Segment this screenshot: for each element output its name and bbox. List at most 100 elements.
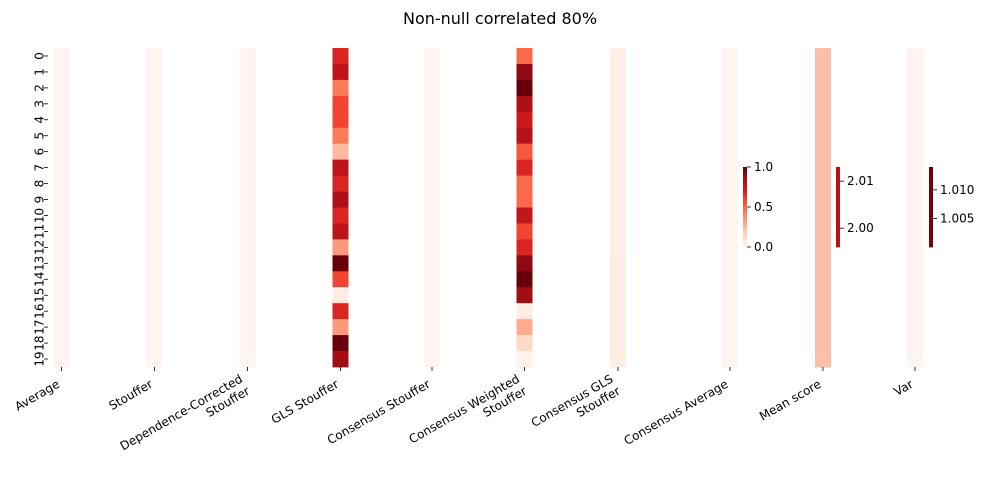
heatmap-cell (424, 159, 440, 176)
colorbar-segment (743, 177, 747, 180)
heatmap-cell (815, 79, 831, 97)
heatmap-cell (907, 127, 923, 145)
colorbar-segment (929, 243, 933, 246)
colorbar-segment (743, 189, 747, 192)
colorbar-segment (929, 189, 933, 192)
heatmap-cell (722, 159, 738, 176)
column-label: Var (892, 377, 916, 399)
colorbar-segment (929, 225, 933, 228)
heatmap-cell (610, 319, 626, 336)
heatmap-cell (332, 271, 349, 288)
row-tick-label: 1 (33, 68, 47, 76)
heatmap-cell (332, 48, 349, 65)
heatmap-cell (610, 271, 626, 288)
row-tick-label: 10 (33, 208, 47, 223)
heatmap-cell (815, 143, 831, 161)
colorbar-segment (743, 209, 747, 212)
heatmap-cell (722, 303, 738, 320)
row-tick-label: 8 (33, 180, 47, 188)
row-tick-label: 14 (33, 272, 47, 287)
colorbar-segment (743, 169, 747, 172)
colorbar-segment (743, 243, 747, 246)
heatmap-cell (239, 143, 256, 161)
heatmap-cell (424, 127, 440, 145)
colorbar-segment (836, 177, 840, 180)
heatmap-cell (815, 111, 831, 129)
heatmap-cell (907, 335, 923, 352)
colorbar-segment (836, 215, 840, 218)
heatmap-cell (332, 335, 349, 352)
heatmap-cell (239, 95, 256, 113)
colorbar-segment (836, 199, 840, 202)
heatmap-cell (332, 207, 349, 224)
heatmap-cell (907, 111, 923, 129)
heatmap-cell (516, 175, 533, 192)
heatmap-cell (815, 191, 831, 208)
colorbar-segment (929, 197, 933, 200)
heatmap-cell (424, 287, 440, 304)
heatmap-cell (516, 159, 533, 176)
colorbar-segment (929, 171, 933, 174)
colorbar-segment (929, 207, 933, 210)
colorbar-segment (836, 225, 840, 228)
heatmap-cell (53, 271, 70, 288)
colorbar-segment (743, 195, 747, 198)
colorbar-segment (836, 201, 840, 204)
heatmap-cell (815, 95, 831, 113)
heatmap-cell (332, 191, 349, 208)
heatmap-cell (146, 79, 163, 97)
heatmap-cell (146, 335, 163, 352)
heatmap-cell (146, 271, 163, 288)
colorbar-segment (743, 227, 747, 230)
heatmap-cell (610, 287, 626, 304)
heatmap-cell (239, 63, 256, 81)
row-tick-label: 3 (33, 100, 47, 108)
heatmap-cell (516, 223, 533, 240)
heatmap-cell (332, 287, 349, 304)
heatmap-cell (610, 191, 626, 208)
colorbar-segment (743, 219, 747, 222)
heatmap-cell (907, 143, 923, 161)
colorbar-segment (836, 235, 840, 238)
row-tick-label: 18 (33, 335, 47, 350)
colorbar-segment (743, 175, 747, 178)
heatmap-cell (815, 63, 831, 81)
colorbar-segment (836, 207, 840, 210)
heatmap-cell (53, 239, 70, 256)
colorbar-segment (836, 221, 840, 224)
heatmap-cell (146, 287, 163, 304)
heatmap-cell (907, 175, 923, 192)
row-tick-label: 13 (33, 256, 47, 271)
colorbar-segment (743, 171, 747, 174)
heatmap-cell (722, 271, 738, 288)
colorbar-segment (836, 167, 840, 170)
heatmap-cell (53, 287, 70, 304)
colorbar-segment (743, 215, 747, 218)
heatmap-cell (239, 207, 256, 224)
colorbar-segment (836, 169, 840, 172)
heatmap-cell (722, 111, 738, 129)
colorbar-segment (929, 167, 933, 170)
heatmap-cell (516, 271, 533, 288)
colorbar-segment (836, 239, 840, 242)
heatmap-cell (424, 255, 440, 272)
colorbar-segment (836, 211, 840, 214)
heatmap-cell (332, 303, 349, 320)
heatmap-cell (424, 95, 440, 113)
heatmap-cell (907, 287, 923, 304)
colorbar-segment (836, 237, 840, 240)
row-tick-label: 19 (33, 351, 47, 366)
heatmap-cell (722, 79, 738, 97)
heatmap-cell (332, 255, 349, 272)
heatmap-cell (424, 191, 440, 208)
colorbar-segment (743, 211, 747, 214)
heatmap-cell (146, 63, 163, 81)
colorbar-segment (743, 231, 747, 234)
heatmap-cell (239, 79, 256, 97)
heatmap-cell (610, 175, 626, 192)
heatmap-cell (722, 63, 738, 81)
heatmap-cell (722, 223, 738, 240)
heatmap-cell (424, 303, 440, 320)
heatmap-cell (516, 143, 533, 161)
